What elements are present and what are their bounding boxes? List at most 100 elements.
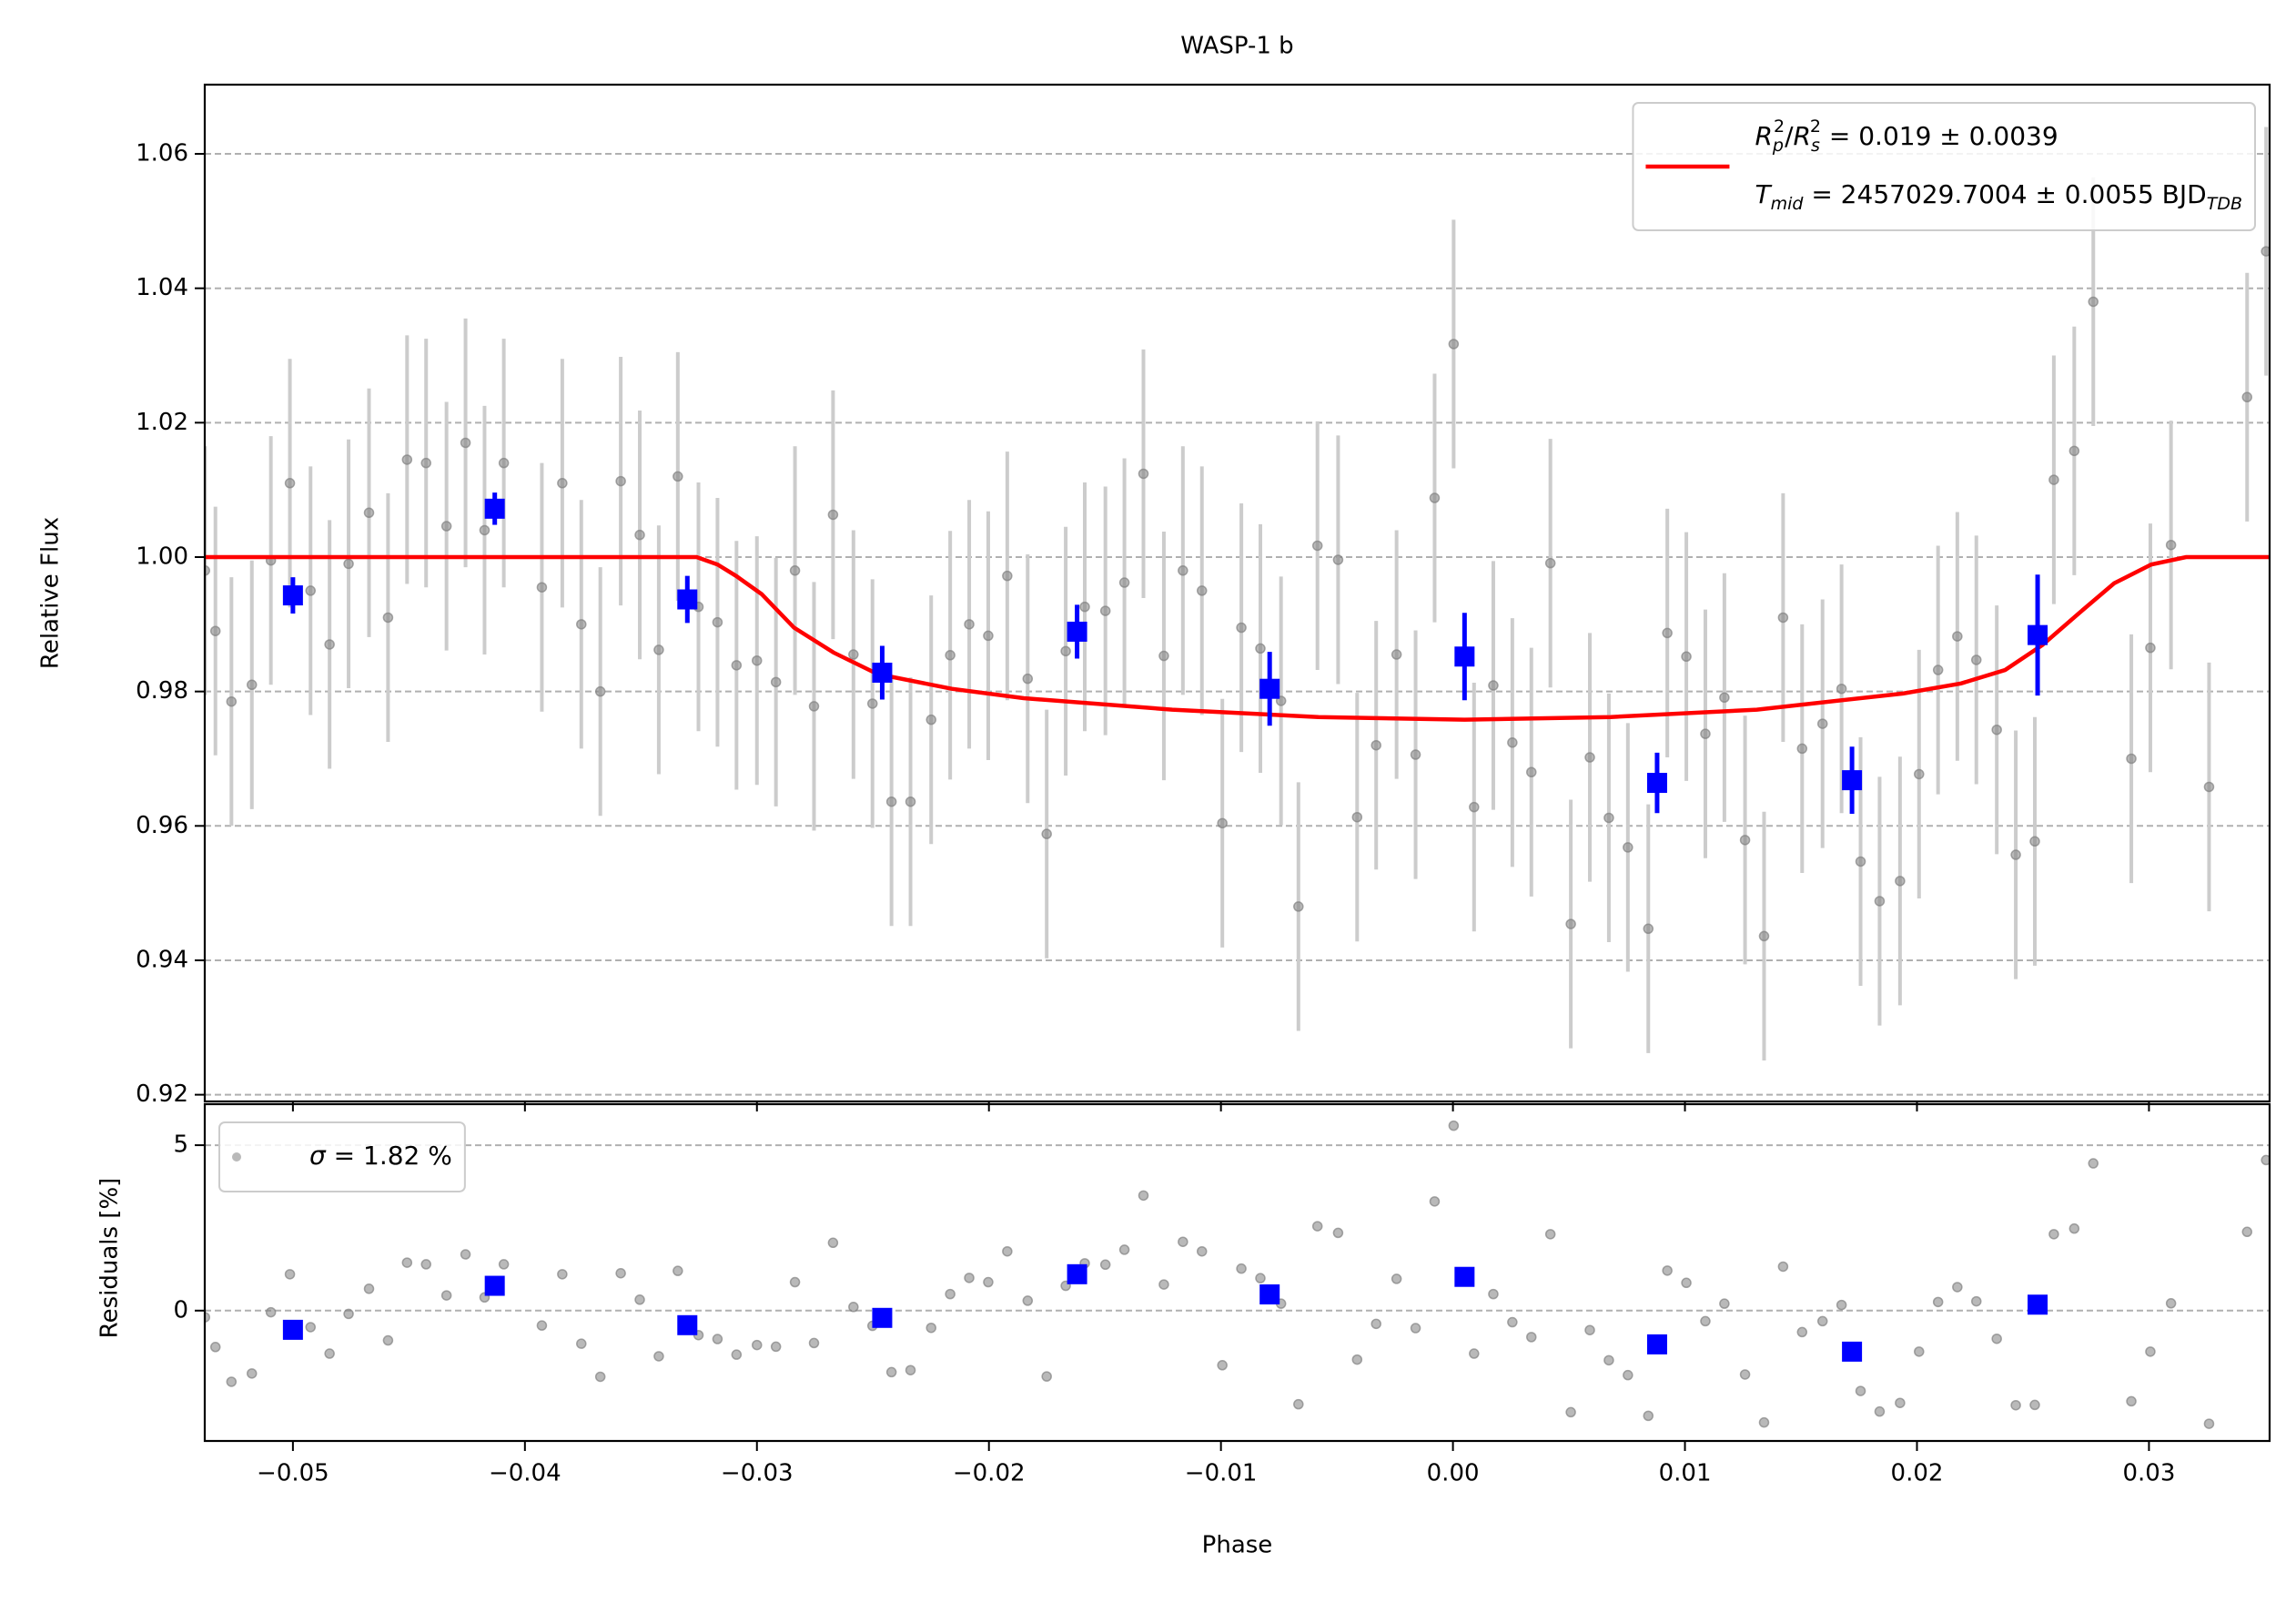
data-point [712, 616, 723, 628]
y-tick-label: 0 [173, 1296, 188, 1324]
data-point [1914, 1346, 1925, 1357]
data-point [1777, 1261, 1789, 1273]
data-point [1410, 1323, 1421, 1334]
data-point [1138, 468, 1149, 480]
data-point [226, 695, 238, 707]
data-point [420, 1259, 431, 1270]
data-point [2010, 849, 2021, 860]
data-point [866, 698, 878, 709]
data-point [1991, 1333, 2002, 1344]
chart-title: WASP-1 b [1180, 33, 1293, 60]
data-point [1236, 622, 1247, 634]
binned-point [1842, 770, 1863, 791]
data-point [1429, 1196, 1441, 1207]
data-point [576, 1338, 587, 1349]
data-point [1952, 631, 1963, 642]
data-point [1079, 601, 1090, 613]
plot-area [205, 127, 2270, 1060]
data-point [1623, 1369, 1633, 1381]
data-point [1623, 842, 1633, 853]
data-point [305, 1322, 317, 1333]
data-point [2068, 1223, 2080, 1234]
data-point [2029, 836, 2040, 847]
data-point [536, 1320, 548, 1331]
data-point [324, 639, 335, 650]
data-point [2010, 1399, 2021, 1411]
data-point [925, 714, 936, 725]
data-point [770, 676, 782, 688]
data-point [2203, 781, 2215, 793]
data-point [1488, 680, 1499, 691]
data-point [247, 679, 258, 691]
binned-point [677, 1314, 698, 1335]
legend-label-part: mid [1771, 194, 1805, 214]
data-point [1816, 718, 1828, 729]
data-point [1293, 1398, 1304, 1410]
data-point [770, 1341, 782, 1353]
data-point [1816, 1315, 1828, 1327]
legend-box [218, 1121, 466, 1192]
data-point [1391, 1273, 1402, 1284]
data-point [1351, 811, 1363, 823]
data-point [382, 612, 394, 624]
data-point [1196, 585, 1208, 596]
data-point [420, 457, 431, 469]
data-point [1526, 766, 1537, 777]
legend-box [1632, 102, 2256, 231]
data-point [945, 1288, 956, 1300]
data-point [1662, 627, 1673, 639]
data-point [634, 529, 645, 541]
data-point [284, 478, 296, 489]
data-point [401, 1257, 413, 1268]
data-point [885, 796, 897, 807]
data-point [2126, 1395, 2137, 1407]
y-tick-label: 0.98 [136, 677, 188, 705]
data-point [343, 558, 354, 570]
data-point [1796, 743, 1808, 755]
y-tick-label: 0.94 [136, 946, 188, 973]
data-point [2203, 1418, 2215, 1429]
data-point [808, 701, 820, 712]
data-point [1196, 1245, 1208, 1257]
data-point [1991, 724, 2002, 736]
data-point [1700, 728, 1711, 739]
legend-label: Rp2/Rs2 = 0.019 ± 0.0039 [1755, 117, 2058, 156]
binned-point [1646, 1334, 1667, 1354]
data-point [1022, 673, 1034, 685]
x-tick-label: −0.04 [489, 1460, 561, 1487]
data-point [1719, 692, 1730, 704]
model-line [205, 554, 2270, 722]
y-tick-label: 1.00 [136, 543, 188, 571]
data-point [209, 1342, 221, 1353]
data-point [731, 660, 743, 671]
data-point [2029, 1399, 2040, 1411]
binned-point [1454, 646, 1475, 667]
data-point [1002, 570, 1013, 582]
data-point [1662, 1265, 1673, 1276]
binned-point [2028, 1294, 2048, 1315]
data-point [557, 478, 568, 489]
data-point [460, 1249, 471, 1260]
data-point [1099, 605, 1111, 616]
data-point [1118, 1244, 1130, 1255]
data-point [479, 524, 491, 536]
data-point [460, 437, 471, 449]
data-point [2126, 753, 2137, 765]
data-point [576, 619, 587, 630]
data-point [2261, 246, 2270, 257]
data-point [363, 507, 375, 519]
data-point [1796, 1326, 1808, 1338]
data-point [1448, 339, 1460, 350]
binned-point [1259, 678, 1280, 699]
data-point [848, 1302, 859, 1313]
y-tick-label: 0.92 [136, 1081, 188, 1108]
data-point [1217, 1360, 1228, 1371]
data-point [1041, 828, 1052, 839]
binned-point [1067, 1263, 1087, 1284]
y-tick-label: 1.04 [136, 274, 188, 301]
legend-label-part: R [1755, 121, 1772, 151]
data-point [1158, 650, 1169, 662]
data-point [1429, 492, 1441, 503]
data-point [964, 1273, 975, 1283]
